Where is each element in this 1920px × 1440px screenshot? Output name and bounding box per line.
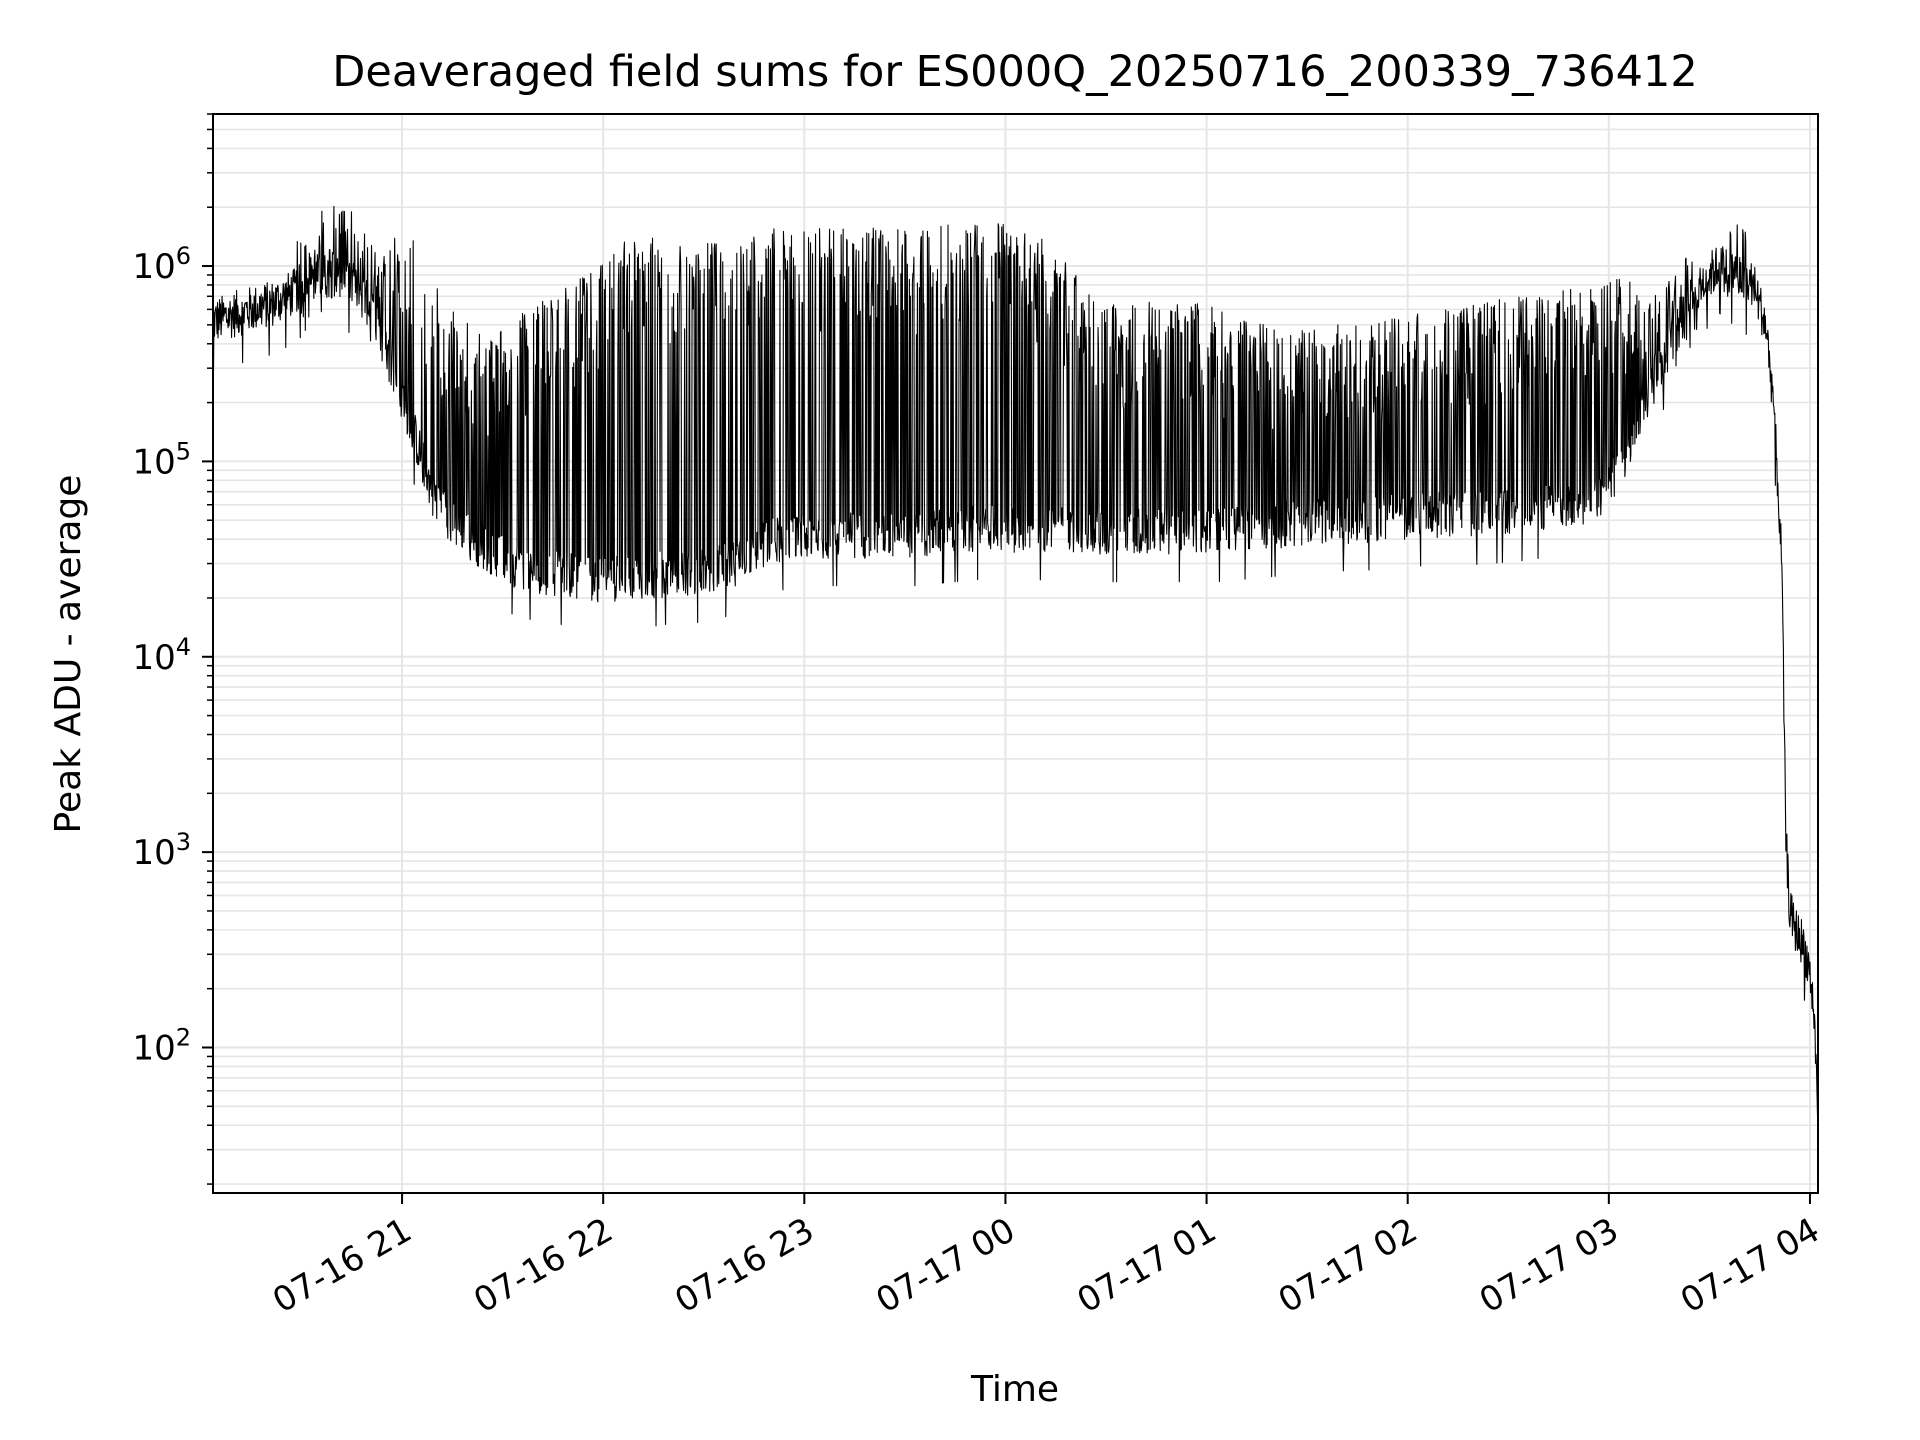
y-tick-label: 104 (132, 633, 191, 678)
series-layer (212, 205, 1819, 1117)
y-tick-label: 103 (132, 828, 191, 873)
plot-frame (212, 113, 1819, 1194)
y-tick-label: 106 (132, 242, 191, 287)
series-line (212, 205, 1819, 1117)
x-axis-label: Time (970, 1369, 1059, 1410)
y-tick-label: 102 (132, 1024, 191, 1069)
chart-title: Deaveraged field sums for ES000Q_2025071… (332, 47, 1697, 97)
y-axis-ticks: 102 103 104 105 106 (132, 113, 213, 1185)
y-tick-label: 105 (132, 437, 191, 482)
y-axis-label: Peak ADU - average (48, 475, 89, 834)
